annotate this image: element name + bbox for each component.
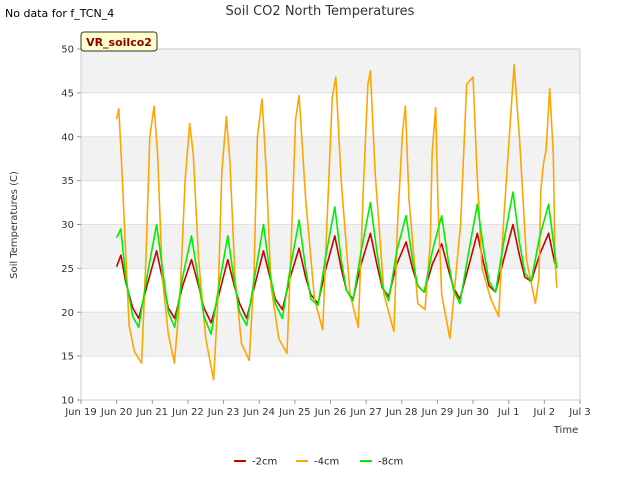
x-tick-label: Jun 29 (421, 407, 454, 418)
x-tick-label: Jun 30 (456, 407, 489, 418)
x-tick-label: Jun 26 (314, 407, 347, 418)
x-axis-label: Time (553, 425, 578, 436)
legend-item[interactable]: -4cm (296, 457, 339, 468)
legend-label: -2cm (252, 457, 277, 468)
legend: -2cm -4cm -8cm (234, 457, 403, 468)
y-axis-ticks: 10 15 20 25 30 35 40 45 50 (61, 45, 81, 407)
legend-item[interactable]: -2cm (234, 457, 277, 468)
y-tick-label: 45 (61, 88, 74, 99)
x-axis-ticks: Jun 19 Jun 20 Jun 21 Jun 22 Jun 23 Jun 24 Jun … (64, 400, 591, 418)
x-tick-label: Jun 19 (64, 407, 97, 418)
legend-label: -8cm (378, 457, 403, 468)
legend-label: -4cm (314, 457, 339, 468)
y-tick-label: 25 (61, 264, 74, 275)
y-tick-label: 50 (61, 45, 74, 56)
y-tick-label: 40 (61, 132, 74, 143)
x-tick-label: Jul 3 (568, 407, 591, 418)
x-tick-label: Jun 22 (171, 407, 204, 418)
grid-band (81, 268, 580, 313)
x-tick-label: Jun 20 (100, 407, 133, 418)
x-tick-label: Jun 27 (349, 407, 382, 418)
site-label: VR_soilco2 (86, 36, 152, 49)
y-tick-label: 10 (61, 396, 74, 407)
grid-band (81, 180, 580, 225)
y-tick-label: 15 (61, 352, 74, 363)
x-tick-label: Jun 28 (385, 407, 418, 418)
chart-title: Soil CO2 North Temperatures (226, 4, 415, 19)
grid-bands (81, 49, 580, 400)
x-tick-label: Jun 23 (207, 407, 240, 418)
x-tick-label: Jun 24 (242, 407, 275, 418)
series-line-4cm (115, 64, 558, 381)
y-axis-label: Soil Temperatures (C) (9, 171, 20, 279)
x-tick-label: Jun 25 (278, 407, 311, 418)
y-tick-label: 35 (61, 176, 74, 187)
x-tick-label: Jun 21 (136, 407, 169, 418)
grid-band (81, 49, 580, 93)
series-line-8cm (115, 191, 558, 335)
y-tick-label: 30 (61, 220, 74, 231)
y-tick-label: 20 (61, 308, 74, 319)
site-label-box[interactable]: VR_soilco2 (80, 31, 158, 52)
grid-band (81, 356, 580, 400)
legend-item[interactable]: -8cm (360, 457, 403, 468)
no-data-message: No data for f_TCN_4 (5, 7, 115, 20)
x-tick-label: Jul 1 (497, 407, 520, 418)
series-lines (115, 64, 558, 381)
grid-band (81, 312, 580, 357)
x-tick-label: Jul 2 (533, 407, 556, 418)
